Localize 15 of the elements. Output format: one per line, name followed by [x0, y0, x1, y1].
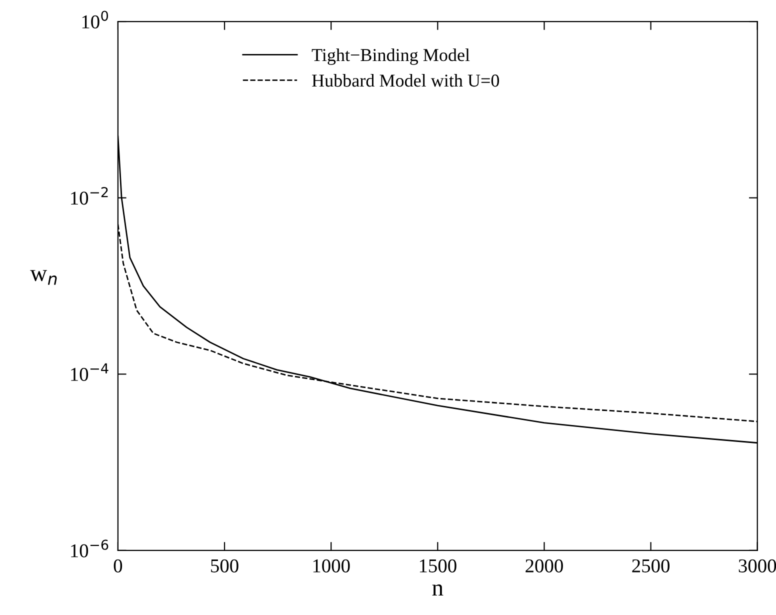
x-tick-label: 2000 [526, 559, 563, 572]
x-axis-title: n [432, 584, 444, 596]
y-tick-label: 10$^{0}$ [82, 10, 108, 28]
legend-label: Tight−Binding Model [312, 48, 470, 65]
y-tick-label: 10$^{−4}$ [71, 363, 108, 381]
x-tick-label: 3000 [738, 559, 776, 572]
x-tick-label: 0 [114, 559, 122, 572]
y-axis-title: w$_{n}$ [30, 270, 57, 285]
x-tick-label: 500 [211, 559, 238, 572]
legend-label: Hubbard Model with U=0 [312, 74, 500, 87]
x-tick-label: 1000 [313, 559, 350, 572]
x-tick-label: 1500 [420, 559, 456, 572]
y-tick-label: 10$^{−6}$ [71, 540, 108, 558]
y-tick-label: 10$^{−2}$ [71, 187, 108, 205]
x-tick-label: 2500 [632, 559, 670, 572]
